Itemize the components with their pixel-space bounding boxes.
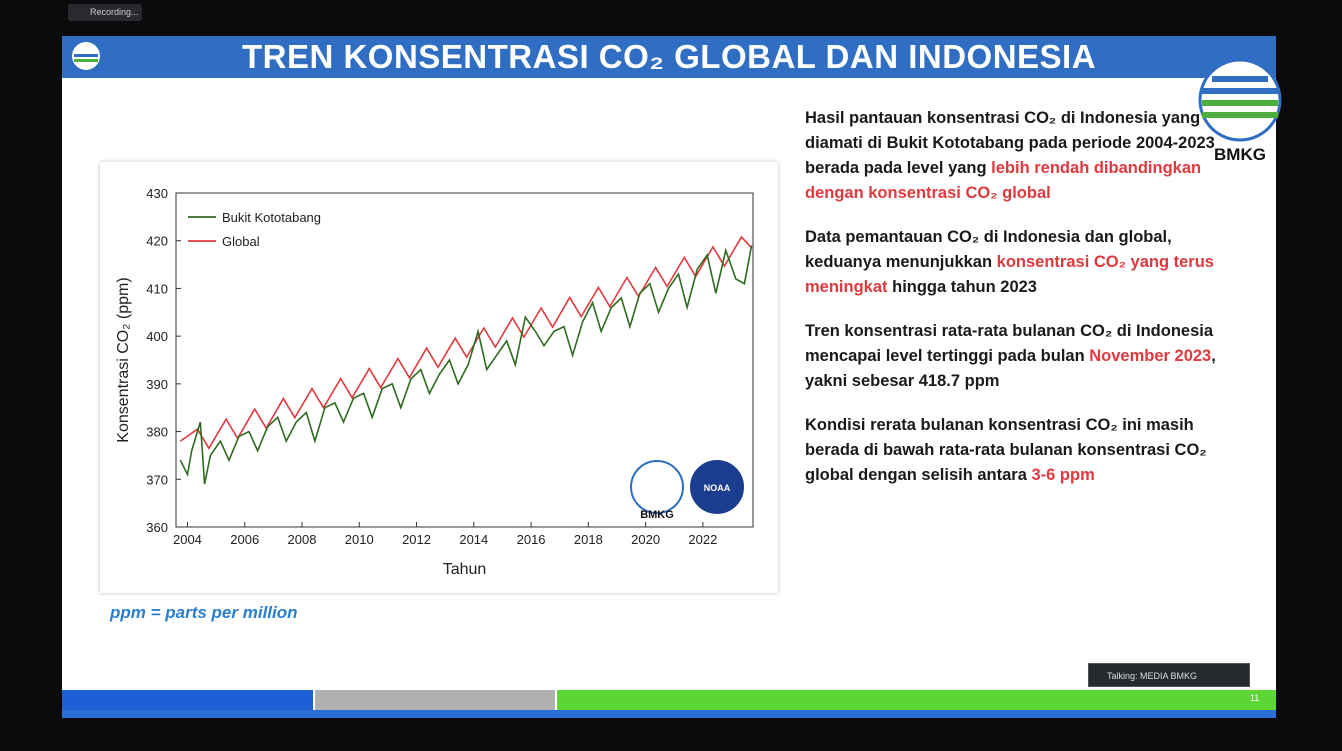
x-tick-label: 2018 — [574, 532, 603, 547]
x-tick-label: 2012 — [402, 532, 431, 547]
logo-label: BMKG — [640, 509, 674, 521]
note: ppm = parts per million — [110, 603, 298, 622]
legend-label: Global — [222, 234, 260, 249]
x-tick-label: 2004 — [173, 532, 202, 547]
text: hingga tahun 2023 — [887, 278, 1037, 296]
highlight-text: konsentrasi CO₂ yang terus meningkat — [805, 253, 1214, 296]
highlight-text: November 2023 — [1089, 347, 1212, 365]
x-tick-label: 2014 — [459, 532, 488, 547]
chart-card — [100, 162, 778, 593]
x-axis-label: Tahun — [443, 561, 487, 578]
slide-text: Hasil pantauan konsentrasi CO₂ di Indone… — [805, 106, 1245, 507]
x-tick-label: 2006 — [230, 532, 259, 547]
paragraph: Data pemantauan CO₂ di Indonesia dan glo… — [805, 225, 1245, 300]
logo — [630, 460, 684, 514]
series-line — [179, 245, 753, 485]
y-axis-label: Konsentrasi CO₂ (ppm) — [115, 277, 132, 442]
y-tick-label: 400 — [146, 329, 168, 344]
paragraph: Tren konsentrasi rata-rata bulanan CO₂ d… — [805, 319, 1245, 394]
x-tick-label: 2022 — [688, 532, 717, 547]
x-tick-label: 2020 — [631, 532, 660, 547]
series-line — [179, 235, 753, 450]
paragraph: Kondisi rerata bulanan konsentrasi CO₂ i… — [805, 413, 1245, 488]
x-tick-label: 2016 — [517, 532, 546, 547]
y-tick-label: 410 — [146, 281, 168, 296]
talking-indicator: Talking: MEDIA BMKG — [1088, 663, 1250, 687]
y-tick-label: 380 — [146, 425, 168, 440]
slide-title: TREN KONSENTRASI CO₂ GLOBAL DAN INDONESI… — [62, 36, 1276, 78]
recording-indicator: Recording... — [68, 4, 142, 21]
x-tick-label: 2010 — [345, 532, 374, 547]
plot-frame — [175, 192, 754, 528]
y-tick-label: 370 — [146, 472, 168, 487]
text: Data pemantauan CO₂ di Indonesia dan glo… — [805, 228, 1172, 271]
y-tick-label: 430 — [146, 186, 168, 201]
y-tick-label: 360 — [146, 520, 168, 535]
legend-label: Bukit Kototabang — [222, 210, 321, 225]
text: Tren konsentrasi rata-rata bulanan CO₂ d… — [805, 322, 1214, 365]
text: Kondisi rerata bulanan konsentrasi CO₂ i… — [805, 416, 1207, 484]
bmkg-logo: BMKG — [1198, 58, 1282, 164]
paragraph: Hasil pantauan konsentrasi CO₂ di Indone… — [805, 106, 1245, 206]
y-tick-label: 420 — [146, 234, 168, 249]
text: Hasil pantauan konsentrasi CO₂ di Indone… — [805, 109, 1215, 177]
y-tick-label: 390 — [146, 377, 168, 392]
logo — [690, 460, 744, 514]
text: , yakni sebesar 418.7 ppm — [805, 347, 1216, 390]
chart: 360 370 380 390 400 410 420 430 2004 2006 2008 2010… — [115, 186, 754, 578]
x-tick-label: 2008 — [288, 532, 317, 547]
small-logo — [72, 42, 100, 70]
logo-label: BMKG — [1214, 145, 1266, 164]
highlight-text: 3-6 ppm — [1031, 466, 1095, 484]
page-number: 11 — [1250, 693, 1260, 703]
logo-label: NOAA — [704, 483, 731, 493]
highlight-text: lebih rendah dibandingkan dengan konsent… — [805, 159, 1202, 202]
